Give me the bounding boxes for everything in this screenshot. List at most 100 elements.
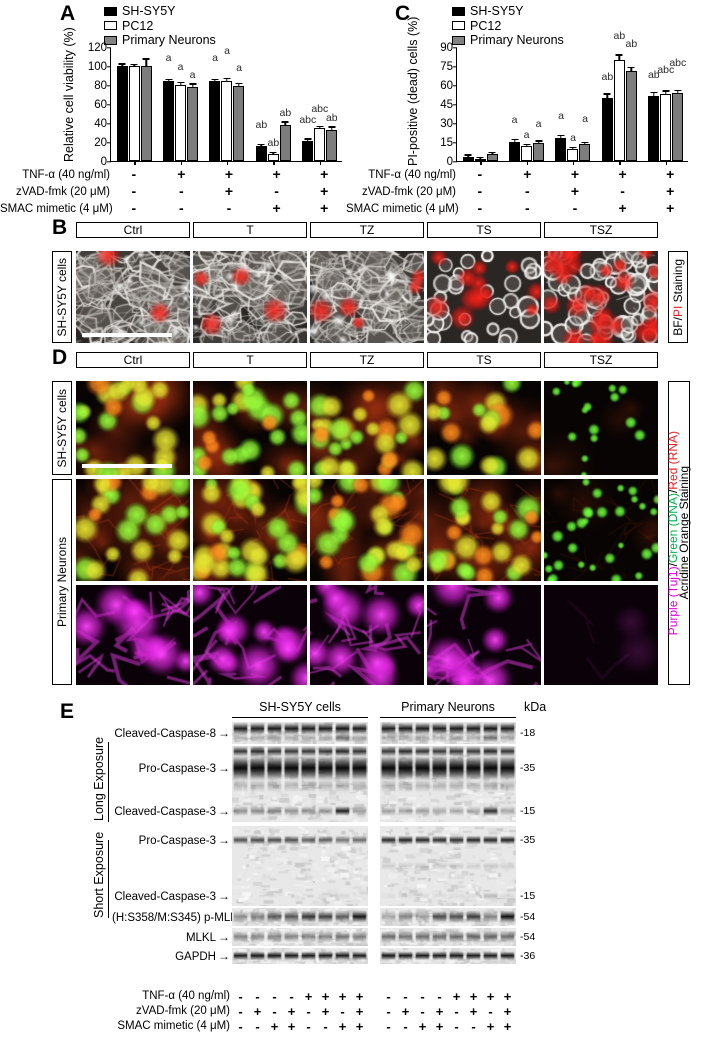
significance-annotation: ab (267, 137, 280, 150)
panel-c-letter: C (395, 2, 411, 25)
y-tick-mark (107, 142, 111, 144)
bar-group: ab abc abc (643, 48, 689, 161)
condition-label: zVAD-fmk (20 μM) (16, 185, 110, 198)
error-bar-cap (304, 138, 312, 140)
error-bar-cap (650, 91, 658, 94)
error-bar (584, 142, 586, 144)
significance-annotation: a (189, 68, 196, 81)
bar (163, 81, 175, 161)
condition-value: - (179, 200, 184, 216)
panel-d-row-label-primary: Primary Neurons (52, 479, 72, 685)
error-bar (479, 158, 481, 160)
y-tick-mark (453, 142, 457, 144)
blot-strip-casp3long-shsy5y (232, 746, 368, 822)
column-header-ts: TS (427, 352, 541, 368)
panel-e-condition-value: - (272, 989, 277, 1004)
y-tick-mark (453, 123, 457, 125)
condition-value: - (274, 183, 279, 199)
micrograph-acridine-orange-r2-t (193, 479, 307, 581)
legend-label: SH-SY5Y (122, 4, 176, 18)
panel-e-condition-label: SMAC mimetic (4 μM) (117, 1020, 230, 1032)
error-bar (167, 80, 170, 82)
condition-values: - - - + + (456, 200, 694, 217)
staining-text: Staining (671, 258, 685, 306)
bar-wrapper: a (233, 48, 245, 161)
condition-value: + (618, 166, 627, 182)
panel-e-condition-value: + (287, 1004, 296, 1019)
bar-wrapper: ab (268, 48, 279, 161)
panel-e-condition-value: + (355, 1004, 364, 1019)
bar-wrapper: abc (299, 48, 316, 161)
condition-values: - - - + + (110, 200, 348, 217)
panel-d-letter: D (52, 346, 68, 369)
scale-bar (82, 464, 172, 468)
y-tick-mark (453, 104, 457, 106)
micrograph-bf-pi-tsz (544, 251, 658, 343)
bar-wrapper (462, 48, 474, 161)
condition-value: - (477, 200, 483, 216)
panel-e-condition-value: + (452, 989, 461, 1004)
micrograph-tuj1-r3-ctrl (76, 585, 190, 685)
error-bar (537, 141, 540, 143)
kda-marker-2: -15 (520, 805, 536, 817)
bar-wrapper: abc (669, 48, 686, 161)
panel-e-condition-value: + (321, 989, 330, 1004)
column-header-tz: TZ (310, 222, 424, 238)
bar-wrapper: a (163, 48, 175, 161)
condition-value: + (570, 183, 580, 199)
legend-swatch-black-icon (452, 6, 465, 16)
error-bar (525, 145, 528, 146)
condition-value: - (179, 183, 184, 199)
bar (567, 148, 579, 161)
error-bar (284, 122, 287, 125)
staining-label-text: BF/PI Staining (671, 259, 685, 336)
error-bar-cap (535, 140, 543, 142)
error-bar (467, 155, 469, 157)
panel-e-short-exposure-label: Short Exposure (92, 831, 106, 919)
significance-annotation: ab (601, 70, 614, 83)
blot-strip-mlkl-shsy5y (232, 928, 368, 946)
significance-annotation: a (523, 129, 530, 142)
panel-e-condition-value: + (435, 1004, 444, 1019)
error-bar-cap (662, 90, 670, 92)
y-tick-label: 40 (94, 118, 107, 130)
panel-e-condition-value: - (420, 1004, 425, 1019)
condition-value: + (320, 166, 329, 182)
legend-label: SH-SY5Y (470, 4, 524, 18)
error-bar-cap (328, 126, 336, 128)
condition-value: + (224, 166, 234, 182)
panel-a-letter: A (60, 2, 76, 25)
condition-value: + (618, 200, 627, 216)
x-tick-mark (480, 161, 482, 165)
error-bar-cap (569, 146, 577, 148)
panel-e-condition-value: + (469, 989, 478, 1004)
micrograph-acridine-orange-r2-ctrl (76, 479, 190, 581)
condition-label: TNF-α (40 ng/ml) (22, 168, 110, 181)
y-tick-mark (107, 47, 111, 49)
bar (302, 140, 314, 161)
panel-e-group-header-right: Primary Neurons (401, 700, 495, 714)
micrograph-bf-pi-ts (427, 251, 541, 343)
bar (140, 65, 152, 161)
panel-e-condition-value: - (403, 989, 408, 1004)
error-bar-cap (211, 78, 219, 81)
error-bar-cap (523, 143, 531, 146)
condition-value: - (525, 183, 530, 199)
error-bar-cap (476, 157, 484, 159)
y-tick-label: 45 (440, 99, 453, 111)
blot-strip-pmlkl-primary (380, 908, 516, 926)
blot-strip-gapdh-primary (380, 948, 516, 964)
error-bar (191, 84, 194, 87)
condition-value: - (477, 166, 483, 182)
legend-swatch-black-icon (104, 6, 117, 16)
bar-wrapper: a (187, 48, 199, 161)
bar-group (111, 48, 157, 161)
micrograph-bf-pi-ctrl (76, 251, 190, 343)
bar-wrapper: ab (256, 48, 267, 161)
legend-swatch-gray-icon (104, 35, 117, 45)
column-header-tz: TZ (310, 352, 424, 368)
condition-value: + (320, 200, 329, 216)
bar-wrapper: ab (326, 48, 338, 161)
